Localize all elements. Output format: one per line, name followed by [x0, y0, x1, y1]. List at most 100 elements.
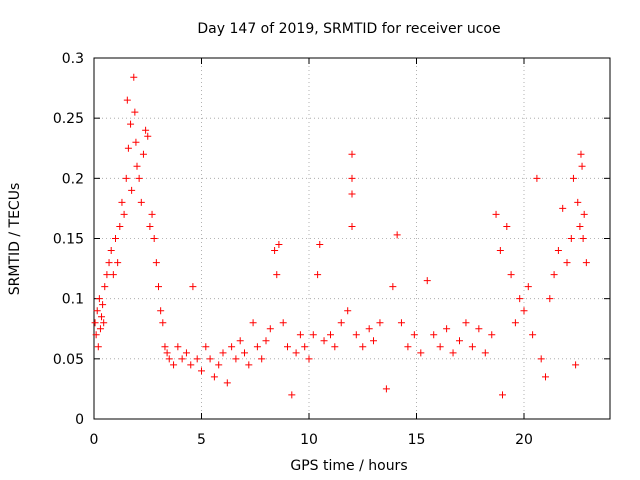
data-point [511, 319, 519, 327]
data-point [393, 231, 401, 239]
data-point [116, 222, 124, 230]
data-point [236, 337, 244, 345]
data-point [131, 108, 139, 116]
data-point [98, 313, 106, 321]
data-point [348, 190, 356, 198]
data-point [132, 138, 140, 146]
data-point [103, 271, 111, 279]
data-point [202, 343, 210, 351]
data-point [314, 271, 322, 279]
data-point [579, 235, 587, 242]
data-point [574, 198, 582, 206]
data-point [572, 361, 580, 369]
data-point [107, 247, 115, 255]
data-point [481, 349, 489, 357]
data-point [137, 198, 145, 206]
data-point [249, 319, 257, 327]
data-point [577, 150, 585, 158]
data-point [292, 349, 300, 357]
data-point [563, 259, 571, 267]
data-point [109, 271, 117, 279]
data-point [127, 120, 135, 128]
data-point [503, 222, 511, 230]
data-point [275, 241, 283, 249]
data-point [133, 162, 141, 170]
data-point [253, 343, 261, 351]
y-tick-label: 0.1 [62, 292, 84, 308]
data-point [449, 349, 457, 357]
data-point [266, 325, 274, 333]
data-point [567, 235, 575, 242]
data-point [161, 343, 169, 351]
data-point [187, 361, 195, 369]
data-point [309, 331, 317, 339]
data-point [122, 174, 130, 182]
data-point [228, 343, 236, 351]
data-point [144, 132, 152, 140]
data-point [359, 343, 367, 351]
data-point [537, 355, 545, 363]
data-point [397, 319, 405, 327]
data-point [128, 186, 136, 194]
chart-title: Day 147 of 2019, SRMTID for receiver uco… [197, 21, 500, 37]
data-point [206, 355, 214, 363]
data-point [142, 126, 150, 134]
data-point [279, 319, 287, 327]
data-point [146, 222, 154, 230]
data-point [99, 301, 107, 309]
y-tick-label: 0.15 [53, 232, 84, 248]
data-point [198, 367, 205, 375]
data-point [112, 235, 119, 242]
data-point [91, 319, 99, 327]
data-point [159, 319, 167, 327]
data-point [559, 204, 567, 212]
data-point [96, 325, 104, 333]
data-point [348, 174, 356, 182]
data-point [284, 343, 291, 351]
data-point [550, 271, 558, 279]
data-point [569, 174, 577, 182]
data-point [95, 295, 103, 303]
data-point [542, 373, 549, 381]
x-tick-label: 15 [408, 432, 426, 448]
data-point [123, 96, 131, 104]
data-point [150, 235, 158, 242]
x-tick-label: 20 [515, 432, 533, 448]
data-point [170, 361, 178, 369]
data-point [327, 331, 334, 339]
data-point [546, 295, 554, 303]
data-point [165, 355, 173, 363]
data-point [241, 349, 248, 357]
data-point [582, 259, 590, 267]
data-point [305, 355, 313, 363]
data-point [337, 319, 345, 327]
data-point [496, 247, 504, 255]
data-point [529, 331, 537, 339]
data-point [389, 283, 397, 291]
y-tick-label: 0.2 [62, 171, 84, 187]
data-point [301, 343, 309, 351]
x-tick-label: 10 [300, 432, 318, 448]
data-point [120, 210, 128, 218]
data-point [182, 349, 190, 357]
data-point [520, 307, 528, 315]
data-point [382, 385, 390, 393]
data-point [94, 343, 102, 351]
data-point [258, 355, 266, 363]
x-tick-label: 5 [197, 432, 206, 448]
data-point [215, 361, 223, 369]
data-point [262, 337, 270, 345]
data-point [163, 349, 171, 357]
data-point [189, 283, 197, 291]
data-point [223, 379, 231, 387]
y-tick-label: 0 [75, 412, 84, 428]
data-point [130, 73, 138, 81]
data-point [101, 283, 109, 291]
data-point [462, 319, 470, 327]
data-point [365, 325, 373, 333]
scatter-points [91, 73, 590, 399]
data-point [443, 325, 451, 333]
data-point [468, 343, 476, 351]
y-axis-label: SRMTID / TECUs [7, 183, 23, 296]
